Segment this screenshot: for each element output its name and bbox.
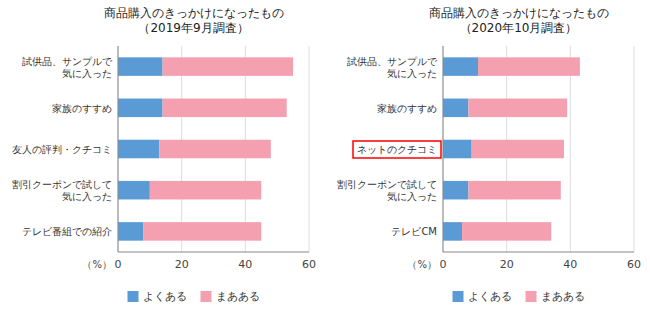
y-axis-line [118,46,119,252]
category-label: テレビCM [391,226,437,237]
text-line: 気に入った [387,68,437,79]
text-line: 友人の評判・クチコミ [12,144,112,155]
bar-segment [118,57,163,76]
highlight-box [353,141,441,158]
legend-swatch [453,291,464,302]
tick-label: 20 [175,258,189,271]
legend-swatch [526,291,537,302]
bar-segment [143,222,261,241]
bar-segment [118,140,159,159]
title: 商品購入のきっかけになったもの（2019年9月調査） [104,6,284,35]
panel: 商品購入のきっかけになったもの（2019年9月調査） 0 20 40 60 試供品、サンプ… [12,6,316,304]
bar-segment [472,140,564,159]
text-line: 気に入った [62,191,112,202]
bar-segment [468,99,567,118]
bar-segment [443,181,468,200]
bar-segment [150,181,261,200]
legend-label: よくある [468,290,512,303]
category-label: 割引クーポンで試して気に入った [337,179,437,202]
bar-segment [118,99,163,118]
grid-line [570,46,571,252]
text-line: 家族のすすめ [377,103,437,114]
text-line: 気に入った [62,68,112,79]
grid-line [309,46,310,252]
category-label: 家族のすすめ [377,103,437,114]
tick-label: 60 [302,258,316,271]
legend: よくある まあある [128,290,260,303]
bars [443,57,580,240]
text-line: 商品購入のきっかけになったもの [104,6,284,20]
title: 商品購入のきっかけになったもの（2020年10月調査） [429,6,609,35]
bar-segment [443,57,478,76]
text-line: 割引クーポンで試して [337,179,437,190]
tick-label: 20 [500,258,514,271]
grid-line [634,46,635,252]
text-line: 割引クーポンで試して [12,179,112,190]
text-line: テレビ番組での紹介 [22,226,112,237]
legend-label: まあある [216,290,260,303]
category-label: 試供品、サンプルで気に入った [22,56,113,79]
text-line: 家族のすすめ [52,103,112,114]
text-line: ネットのクチコミ [357,144,437,155]
category-label: 割引クーポンで試して気に入った [12,179,112,202]
bar-segment [163,57,294,76]
bar-segment [118,181,150,200]
bar-segment [159,140,270,159]
text-line: テレビCM [391,226,437,237]
tick-label: 60 [627,258,641,271]
tick-label: 40 [238,258,252,271]
category-label: 友人の評判・クチコミ [12,144,112,155]
legend: よくある まあある [453,290,585,303]
grid-line [443,46,444,252]
legend-swatch [128,291,139,302]
legend-label: まあある [541,290,585,303]
text-line: 試供品、サンプルで [22,56,113,67]
tick-label: 40 [563,258,577,271]
category-label: ネットのクチコミ [357,144,437,155]
panel: 商品購入のきっかけになったもの（2020年10月調査） 0 20 40 60 試供品、サン… [337,6,641,304]
bar-segment [118,222,143,241]
text-line: （2019年9月調査） [138,21,248,35]
category-label: 試供品、サンプルで気に入った [347,56,438,79]
bars [118,57,293,240]
bar-segment [163,99,287,118]
bar-segment [443,140,472,159]
axis-label: （%） [82,259,112,270]
grid-line [118,46,119,252]
legend-swatch [201,291,212,302]
x-axis-line [443,252,634,253]
bar-segment [478,57,580,76]
bar-segment [462,222,551,241]
text-line: （2020年10月調査） [460,21,578,35]
bar-segment [468,181,560,200]
text-line: 商品購入のきっかけになったもの [429,6,609,20]
tick-label: 0 [115,258,122,271]
legend-label: よくある [143,290,187,303]
text-line: 試供品、サンプルで [347,56,438,67]
category-label: 家族のすすめ [52,103,112,114]
category-label: テレビ番組での紹介 [22,226,112,237]
axis-label: （%） [407,259,437,270]
tick-label: 0 [440,258,447,271]
bar-segment [443,99,468,118]
bar-segment [443,222,462,241]
y-axis-line [443,46,444,252]
chart-root: 商品購入のきっかけになったもの（2019年9月調査）0204060試供品、サンプ… [0,0,650,330]
x-axis-line [118,252,309,253]
text-line: 気に入った [387,191,437,202]
